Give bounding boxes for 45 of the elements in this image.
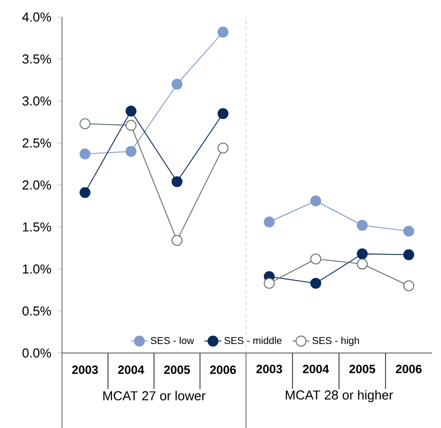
y-tick-label: 0.0%	[22, 348, 52, 358]
point	[310, 253, 322, 264]
point	[403, 280, 414, 292]
legend-label: SES - middle	[224, 336, 282, 344]
point	[310, 196, 322, 206]
point	[403, 226, 414, 237]
y-tick-label: 4.0%	[22, 12, 52, 22]
point	[356, 258, 368, 270]
point	[264, 278, 275, 289]
point	[403, 249, 414, 260]
x-tick-label: 2006	[210, 366, 236, 374]
x-axis-title: MCAT 27 or lower	[103, 390, 206, 400]
point	[264, 216, 275, 228]
point	[172, 176, 182, 188]
point	[126, 120, 136, 131]
point	[218, 142, 228, 154]
x-tick-label: 2005	[164, 366, 190, 374]
point	[310, 278, 322, 289]
point	[80, 118, 90, 130]
x-axis-title: MCAT 28 or higher	[286, 390, 393, 402]
x-tick-label: 2006	[396, 364, 422, 374]
point	[126, 146, 136, 157]
y-tick-label: 1.0%	[22, 264, 52, 274]
point	[218, 26, 228, 38]
point	[80, 187, 90, 198]
point	[126, 106, 136, 117]
y-tick-label: 1.5%	[22, 222, 52, 232]
point	[356, 220, 368, 231]
x-tick-label: 2003	[256, 364, 282, 374]
point	[172, 234, 182, 246]
x-tick-label: 2003	[72, 366, 98, 374]
x-tick-label: 2005	[349, 364, 376, 374]
point	[80, 148, 90, 160]
y-tick-label: 2.5%	[22, 138, 52, 148]
point	[356, 248, 368, 260]
point	[218, 108, 228, 120]
y-tick-label: 0.5%	[22, 306, 52, 316]
y-tick-label: 3.0%	[22, 96, 52, 106]
legend-label: SES - high	[312, 336, 359, 346]
point	[172, 78, 182, 90]
legend-label: SES - low	[150, 336, 194, 344]
x-tick-label: 2004	[302, 364, 329, 374]
y-tick-label: 2.0%	[22, 180, 52, 190]
y-tick-label: 3.5%	[22, 54, 52, 64]
x-tick-label: 2004	[118, 366, 144, 374]
